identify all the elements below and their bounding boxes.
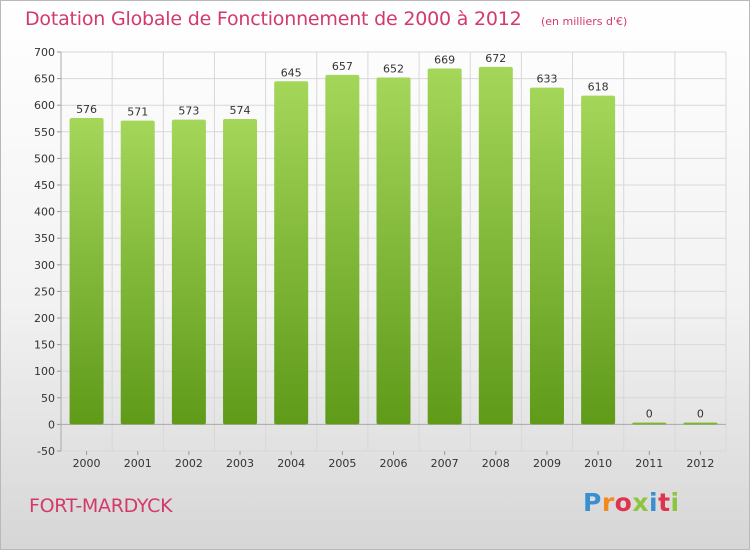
logo-letter: r [601,488,615,517]
data-label: 573 [178,105,199,118]
data-label: 0 [697,407,704,420]
y-tick-label: 500 [34,152,55,165]
data-label: 618 [588,81,609,94]
y-tick-label: 400 [34,206,55,219]
y-tick-label: 700 [34,46,55,59]
y-tick-label: 300 [34,259,55,272]
y-tick-label: 200 [34,312,55,325]
bar-2001 [120,120,155,425]
logo-letter: x [632,488,649,517]
bar-2007 [427,68,462,425]
bar-2008 [478,66,513,425]
bar-2006 [376,77,411,425]
y-tick-label: 50 [41,392,55,405]
x-tick-label: 2000 [73,457,101,470]
logo-letter: o [614,488,633,517]
data-label: 576 [76,103,97,116]
y-tick-label: 600 [34,99,55,112]
data-label: 633 [536,73,557,86]
bar-2000 [69,117,104,425]
x-tick-label: 2012 [686,457,714,470]
x-tick-label: 2003 [226,457,254,470]
commune-name: FORT-MARDYCK [29,495,173,517]
y-tick-label: 450 [34,179,55,192]
data-label: 672 [485,52,506,65]
unit-label: (en milliers d'€) [541,15,628,28]
chart-title: Dotation Globale de Fonctionnement de 20… [25,8,522,30]
data-label: 645 [281,66,302,79]
x-tick-label: 2002 [175,457,203,470]
x-tick-label: 2007 [431,457,459,470]
logo-letter: t [658,488,671,517]
x-tick-label: 2001 [124,457,152,470]
data-label: 571 [127,106,148,119]
data-label: 669 [434,53,455,66]
y-tick-label: 550 [34,126,55,139]
bar-2012 [683,422,718,425]
bar-2005 [325,74,360,425]
y-tick-label: 650 [34,73,55,86]
bar-2003 [223,119,258,425]
logo-letter: i [670,488,680,517]
y-tick-label: 0 [48,418,55,431]
data-label: 657 [332,60,353,73]
x-tick-label: 2005 [328,457,356,470]
bar-2002 [171,119,206,425]
axes: -50 0 50 100 150 200 250 300 350 400 450 500 550 600 6… [34,46,726,470]
x-tick-label: 2008 [482,457,510,470]
x-tick-label: 2010 [584,457,612,470]
y-tick-label: 350 [34,232,55,245]
y-tick-label: 100 [34,365,55,378]
bar-2009 [529,87,564,425]
data-label: 574 [230,104,251,117]
bar-2011 [632,422,667,425]
x-tick-label: 2004 [277,457,305,470]
proxiti-logo[interactable]: Proxiti [583,488,680,517]
bar-2004 [274,81,309,425]
y-tick-label: -50 [37,445,55,458]
bar-2010 [581,95,616,425]
x-tick-label: 2006 [380,457,408,470]
bars [69,66,718,425]
x-tick-label: 2009 [533,457,561,470]
data-label: 0 [646,407,653,420]
data-label: 652 [383,63,404,76]
x-tick-label: 2011 [635,457,663,470]
labels: 576 571 573 574 645 657 652 669 672 633 618 0 0 [76,52,704,421]
y-tick-label: 250 [34,285,55,298]
logo-letter: i [649,488,659,517]
logo-letter: P [583,488,602,517]
y-tick-label: 150 [34,339,55,352]
